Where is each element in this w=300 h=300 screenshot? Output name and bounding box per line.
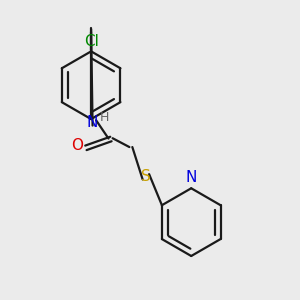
Text: Cl: Cl	[84, 34, 98, 49]
Text: N: N	[87, 115, 98, 130]
Text: N: N	[185, 170, 197, 185]
Text: H: H	[100, 111, 109, 124]
Text: O: O	[71, 138, 83, 153]
Text: S: S	[141, 169, 151, 184]
